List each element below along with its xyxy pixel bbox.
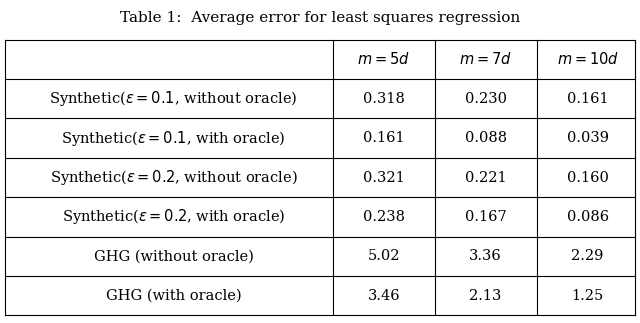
- Text: 2.13: 2.13: [470, 288, 502, 303]
- Text: Synthetic($\epsilon = 0.2$, with oracle): Synthetic($\epsilon = 0.2$, with oracle): [61, 207, 285, 226]
- Text: 3.36: 3.36: [469, 249, 502, 263]
- Text: 0.161: 0.161: [363, 131, 404, 145]
- Text: 0.238: 0.238: [363, 210, 404, 224]
- Text: 0.230: 0.230: [465, 92, 507, 106]
- Text: 0.321: 0.321: [363, 171, 404, 184]
- Text: 0.167: 0.167: [465, 210, 506, 224]
- Text: GHG (with oracle): GHG (with oracle): [106, 288, 241, 303]
- Text: Synthetic($\epsilon = 0.1$, with oracle): Synthetic($\epsilon = 0.1$, with oracle): [61, 129, 285, 148]
- Text: GHG (without oracle): GHG (without oracle): [93, 249, 253, 263]
- Text: 0.086: 0.086: [566, 210, 609, 224]
- Text: 0.039: 0.039: [566, 131, 609, 145]
- Text: Table 1:  Average error for least squares regression: Table 1: Average error for least squares…: [120, 11, 520, 25]
- Text: 0.088: 0.088: [465, 131, 507, 145]
- Text: $m = 10d$: $m = 10d$: [557, 51, 619, 68]
- Text: 0.161: 0.161: [567, 92, 609, 106]
- Text: $m = 7d$: $m = 7d$: [460, 51, 512, 68]
- Text: 0.221: 0.221: [465, 171, 506, 184]
- Text: 5.02: 5.02: [367, 249, 400, 263]
- Text: Synthetic($\epsilon = 0.1$, without oracle): Synthetic($\epsilon = 0.1$, without orac…: [49, 89, 298, 108]
- Text: 2.29: 2.29: [572, 249, 604, 263]
- Text: 0.318: 0.318: [363, 92, 404, 106]
- Text: 0.160: 0.160: [566, 171, 609, 184]
- Text: 3.46: 3.46: [367, 288, 400, 303]
- Text: Synthetic($\epsilon = 0.2$, without oracle): Synthetic($\epsilon = 0.2$, without orac…: [50, 168, 297, 187]
- Text: 1.25: 1.25: [572, 288, 604, 303]
- Text: $m = 5d$: $m = 5d$: [357, 51, 410, 68]
